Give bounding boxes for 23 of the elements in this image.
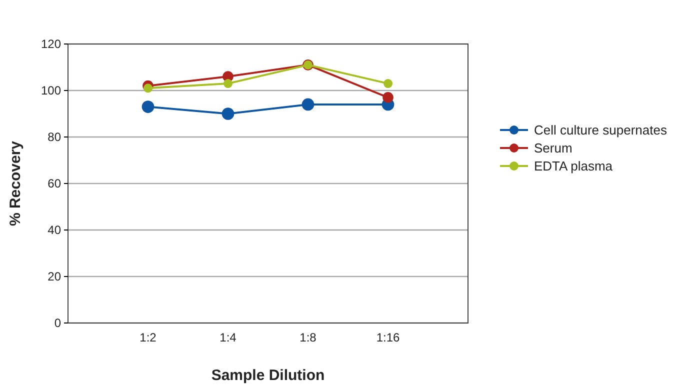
point — [302, 98, 314, 111]
legend-label: Serum — [534, 140, 572, 156]
y-axis-title: % Recovery — [7, 140, 24, 226]
y-tick-label: 40 — [48, 222, 62, 237]
x-axis-title: Sample Dilution — [211, 367, 325, 384]
point — [142, 100, 154, 113]
point — [223, 79, 233, 88]
point — [383, 79, 393, 88]
x-tick-label: 1:8 — [300, 330, 317, 345]
y-tick-label: 0 — [54, 316, 62, 330]
y-tick-label: 20 — [48, 269, 62, 284]
point — [382, 92, 394, 103]
legend-label: EDTA plasma — [534, 158, 614, 174]
x-tick-label: 1:2 — [140, 330, 157, 345]
y-tick-label: 100 — [40, 83, 62, 98]
x-tick-label: 1:16 — [376, 330, 400, 345]
point — [222, 108, 234, 120]
legend-label: Cell culture supernates — [534, 122, 668, 138]
y-tick-label: 120 — [40, 36, 62, 51]
y-tick-label: 80 — [48, 130, 62, 144]
point — [143, 84, 153, 93]
y-tick-label: 60 — [48, 176, 62, 190]
x-tick-label: 1:4 — [220, 330, 237, 345]
